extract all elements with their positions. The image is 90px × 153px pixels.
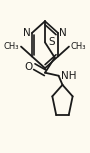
Text: O: O [24, 62, 32, 72]
Text: NH: NH [61, 71, 76, 81]
Text: CH₃: CH₃ [4, 42, 19, 51]
Text: S: S [48, 37, 55, 47]
Text: N: N [59, 28, 67, 38]
Text: N: N [23, 28, 31, 38]
Text: CH₃: CH₃ [71, 42, 86, 51]
